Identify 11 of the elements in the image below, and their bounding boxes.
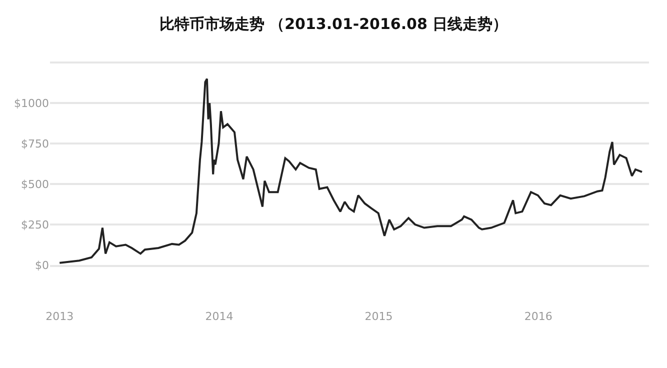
x-tick-label: 2015 — [364, 310, 393, 324]
x-tick-label: 2013 — [46, 310, 74, 324]
x-tick-label: 2014 — [205, 310, 234, 324]
x-tick-label: 2016 — [524, 310, 552, 324]
y-tick-label: $500 — [21, 178, 49, 191]
y-tick-label: $0 — [35, 258, 49, 272]
y-tick-label: $1000 — [14, 96, 49, 110]
chart-title: 比特币市场走势 （2013.01-2016.08 日线走势） — [159, 14, 508, 33]
y-tick-label: $250 — [21, 218, 49, 232]
line-series — [58, 78, 643, 264]
y-tick-label: $750 — [21, 137, 49, 150]
